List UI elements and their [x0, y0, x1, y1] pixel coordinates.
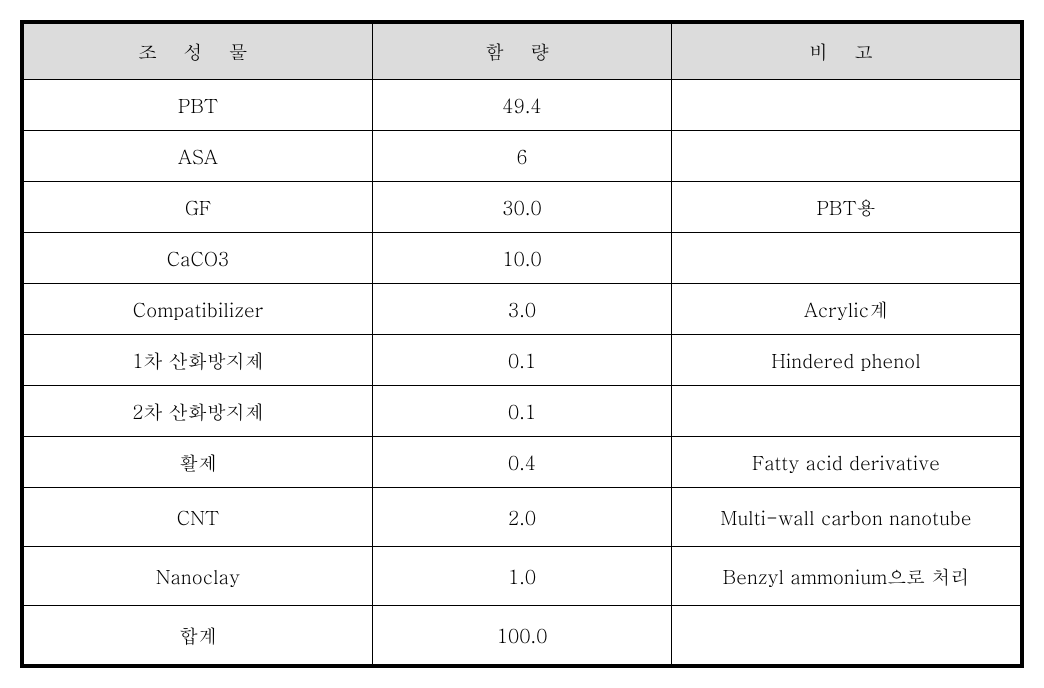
- cell-note: [672, 233, 1021, 284]
- cell-composition: 활제: [24, 437, 373, 488]
- cell-amount: 3.0: [372, 284, 671, 335]
- col-header-composition: 조 성 물: [24, 24, 373, 80]
- cell-note: [672, 80, 1021, 131]
- table-row: CNT 2.0 Multi-wall carbon nanotube: [24, 488, 1021, 547]
- cell-amount: 10.0: [372, 233, 671, 284]
- cell-note: [672, 131, 1021, 182]
- table-row: ASA 6: [24, 131, 1021, 182]
- table-row: Compatibilizer 3.0 Acrylic계: [24, 284, 1021, 335]
- table-row: 합계 100.0: [24, 606, 1021, 665]
- cell-composition: CaCO3: [24, 233, 373, 284]
- cell-amount: 0.1: [372, 386, 671, 437]
- cell-note: PBT용: [672, 182, 1021, 233]
- cell-amount: 0.1: [372, 335, 671, 386]
- cell-composition: Nanoclay: [24, 547, 373, 606]
- composition-table: 조 성 물 함 량 비 고 PBT 49.4 ASA 6 GF 30.0 PBT…: [23, 23, 1021, 665]
- cell-amount: 2.0: [372, 488, 671, 547]
- cell-composition: CNT: [24, 488, 373, 547]
- cell-note: Benzyl ammonium으로 처리: [672, 547, 1021, 606]
- table-row: 활제 0.4 Fatty acid derivative: [24, 437, 1021, 488]
- cell-note: Hindered phenol: [672, 335, 1021, 386]
- cell-note: [672, 606, 1021, 665]
- cell-composition: ASA: [24, 131, 373, 182]
- col-header-note: 비 고: [672, 24, 1021, 80]
- table-row: Nanoclay 1.0 Benzyl ammonium으로 처리: [24, 547, 1021, 606]
- cell-amount: 49.4: [372, 80, 671, 131]
- table-row: CaCO3 10.0: [24, 233, 1021, 284]
- cell-composition: 합계: [24, 606, 373, 665]
- cell-note: Fatty acid derivative: [672, 437, 1021, 488]
- table-row: 2차 산화방지제 0.1: [24, 386, 1021, 437]
- cell-composition: 1차 산화방지제: [24, 335, 373, 386]
- cell-composition: GF: [24, 182, 373, 233]
- cell-composition: PBT: [24, 80, 373, 131]
- cell-note: [672, 386, 1021, 437]
- table-header-row: 조 성 물 함 량 비 고: [24, 24, 1021, 80]
- cell-composition: Compatibilizer: [24, 284, 373, 335]
- col-header-amount: 함 량: [372, 24, 671, 80]
- composition-table-container: 조 성 물 함 량 비 고 PBT 49.4 ASA 6 GF 30.0 PBT…: [20, 20, 1024, 668]
- cell-amount: 0.4: [372, 437, 671, 488]
- table-row: GF 30.0 PBT용: [24, 182, 1021, 233]
- table-row: PBT 49.4: [24, 80, 1021, 131]
- table-row: 1차 산화방지제 0.1 Hindered phenol: [24, 335, 1021, 386]
- cell-note: Acrylic계: [672, 284, 1021, 335]
- cell-amount: 30.0: [372, 182, 671, 233]
- cell-amount: 100.0: [372, 606, 671, 665]
- cell-note: Multi-wall carbon nanotube: [672, 488, 1021, 547]
- table-body: PBT 49.4 ASA 6 GF 30.0 PBT용 CaCO3 10.0 C…: [24, 80, 1021, 665]
- cell-amount: 1.0: [372, 547, 671, 606]
- cell-composition: 2차 산화방지제: [24, 386, 373, 437]
- cell-amount: 6: [372, 131, 671, 182]
